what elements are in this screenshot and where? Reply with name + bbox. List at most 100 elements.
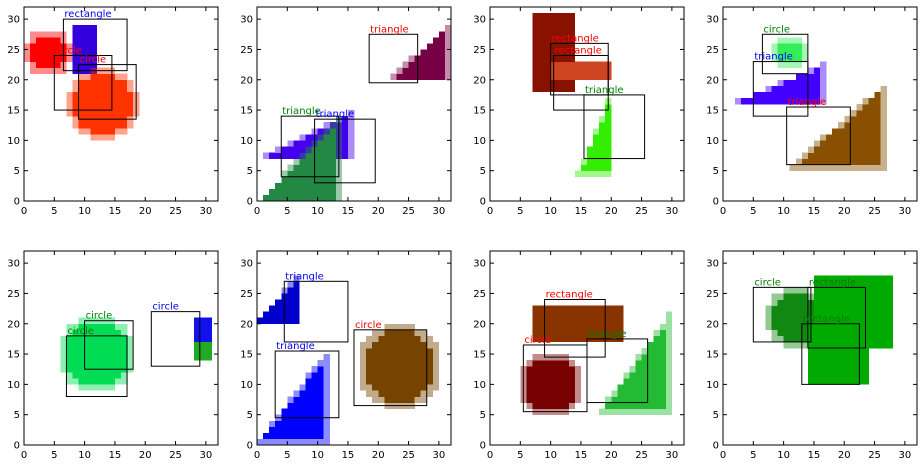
pixel	[850, 293, 857, 300]
pixel	[562, 384, 570, 391]
pixel	[293, 194, 300, 202]
pixel	[844, 134, 851, 141]
pixel	[299, 384, 306, 391]
pixel	[323, 354, 331, 361]
pixel	[862, 164, 869, 171]
pixel	[777, 79, 784, 87]
pixel	[96, 348, 104, 355]
pixel	[611, 305, 618, 312]
pixel	[874, 329, 881, 337]
pixel	[72, 372, 79, 379]
pixel	[102, 341, 110, 349]
pixel	[862, 116, 869, 123]
pixel	[414, 372, 421, 379]
pixel	[293, 176, 300, 184]
pixel	[880, 128, 887, 135]
pixel	[850, 317, 857, 325]
pixel	[820, 146, 827, 153]
pixel	[868, 293, 875, 300]
pixel	[329, 122, 337, 129]
pixel	[96, 323, 104, 331]
pixel	[305, 176, 312, 184]
pixel	[562, 390, 570, 397]
pixel	[838, 158, 845, 165]
pixel	[593, 317, 600, 325]
box-label-circle: circle	[355, 320, 382, 331]
pixel	[789, 164, 797, 171]
pixel	[556, 73, 564, 81]
pixel	[114, 348, 122, 355]
pixel	[378, 384, 385, 391]
pixel	[114, 79, 122, 87]
pixel	[287, 426, 294, 434]
pixel	[287, 164, 294, 171]
pixel	[532, 19, 539, 26]
pixel	[635, 396, 642, 403]
pixel	[801, 164, 809, 171]
pixel	[807, 366, 815, 373]
y-tick-label: 10	[473, 136, 486, 147]
pixel	[108, 354, 116, 361]
pixel	[90, 354, 98, 361]
pixel	[360, 372, 367, 379]
pixel	[807, 378, 815, 385]
y-tick-label: 15	[7, 350, 20, 361]
pixel	[868, 104, 875, 111]
pixel	[432, 73, 440, 81]
pixel	[544, 335, 551, 343]
pixel	[426, 348, 434, 355]
pixel	[850, 299, 857, 306]
pixel	[102, 110, 110, 117]
pixel	[795, 97, 803, 105]
bounding-box	[761, 33, 809, 75]
bounding-box	[150, 311, 201, 367]
pixel	[568, 317, 576, 325]
pixel	[36, 37, 43, 44]
pixel	[641, 390, 648, 397]
pixel	[305, 194, 312, 202]
pixel	[795, 158, 803, 165]
pixel	[795, 73, 803, 81]
pixel	[544, 366, 551, 373]
pixel	[108, 341, 116, 349]
pixel	[550, 305, 557, 312]
pixel	[550, 378, 557, 385]
pixel	[832, 305, 839, 312]
pixel	[526, 384, 533, 391]
pixel	[789, 299, 797, 306]
pixel	[820, 140, 827, 147]
pixel	[84, 372, 91, 379]
pixel	[850, 128, 857, 135]
pixel	[838, 317, 845, 325]
pixel	[783, 49, 790, 56]
pixel	[205, 317, 213, 325]
pixel	[629, 408, 636, 415]
pixel	[771, 293, 778, 300]
pixel	[587, 158, 594, 165]
pixel	[305, 402, 312, 409]
x-tick-label: 15	[575, 206, 588, 217]
pixel	[335, 188, 343, 196]
pixel	[850, 311, 857, 318]
pixel	[287, 281, 294, 288]
pixel	[323, 164, 331, 171]
pixel	[48, 61, 55, 68]
pixel	[868, 110, 875, 117]
x-tick-label: 5	[284, 450, 290, 461]
pixel	[550, 402, 557, 409]
pixel	[532, 366, 539, 373]
pixel	[659, 329, 667, 337]
pixel	[263, 432, 270, 440]
pixel	[789, 329, 797, 337]
x-tick-label: 5	[750, 206, 756, 217]
pixel	[647, 390, 654, 397]
pixel	[30, 43, 37, 50]
pixel	[299, 188, 306, 196]
pixel	[114, 323, 122, 331]
pixel	[414, 335, 421, 343]
pixel	[54, 37, 61, 44]
pixel	[880, 323, 887, 331]
pixel	[438, 55, 446, 62]
pixel	[653, 390, 661, 397]
